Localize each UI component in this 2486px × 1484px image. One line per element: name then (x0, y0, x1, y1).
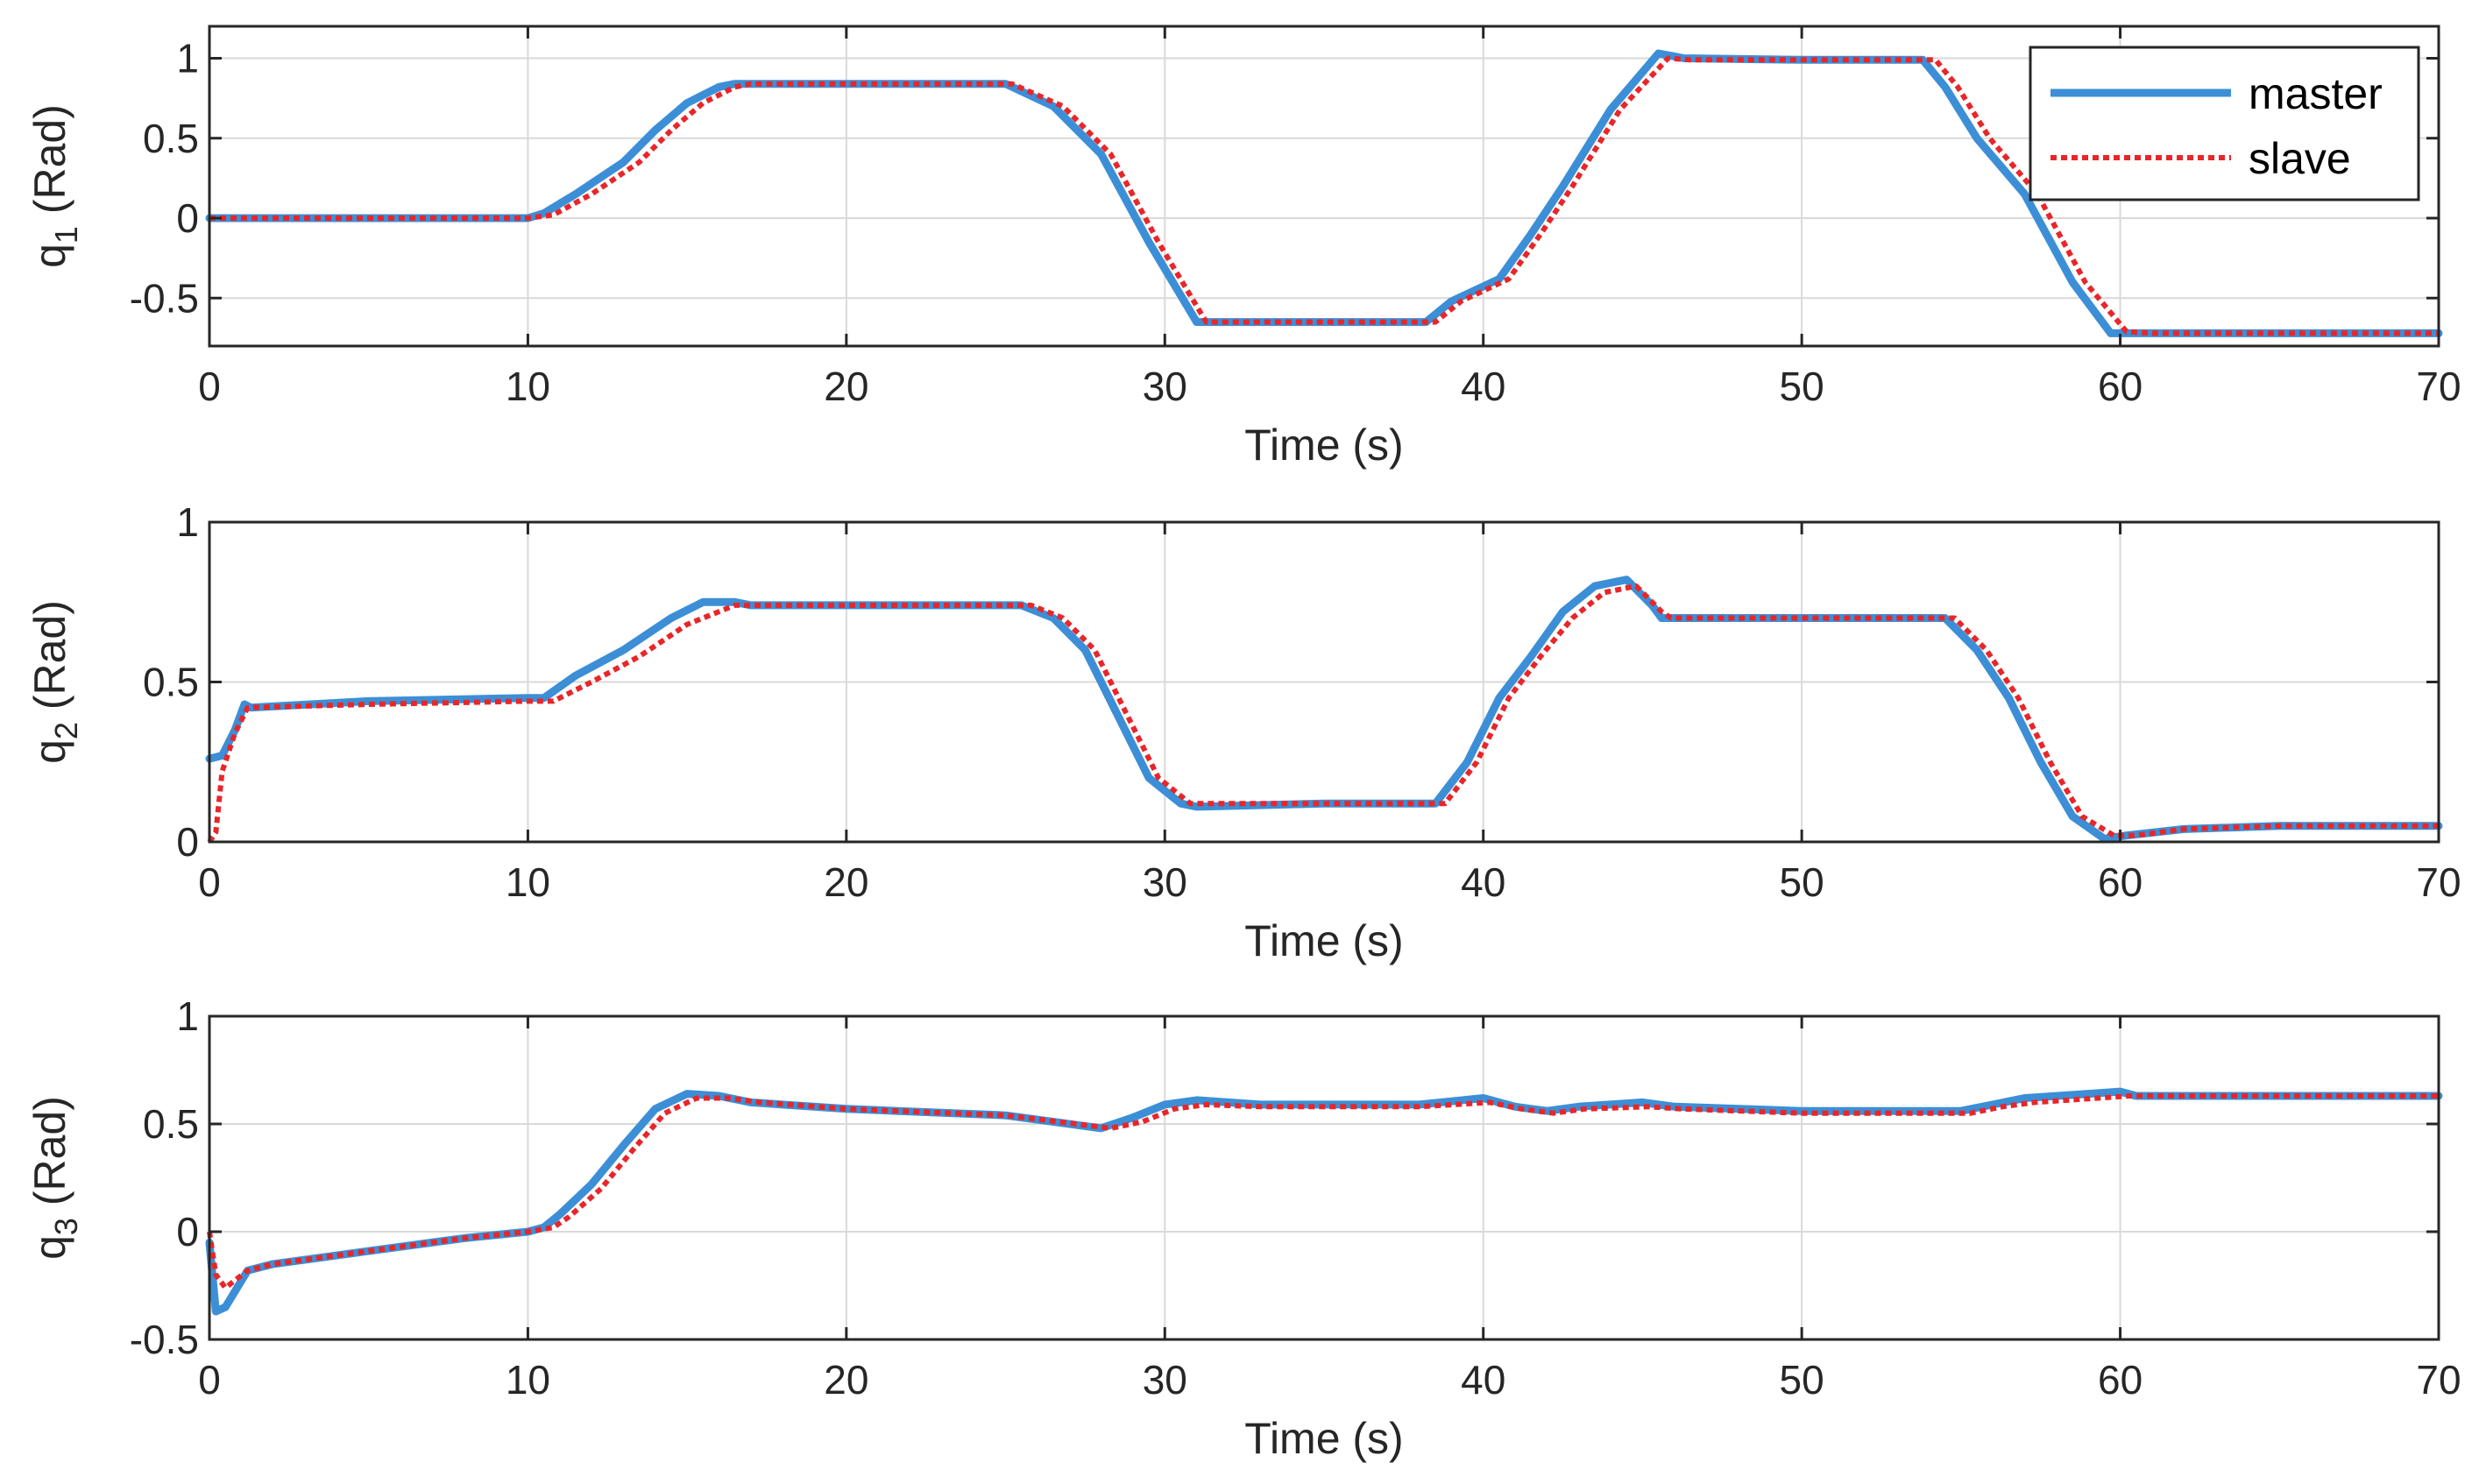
y-label-base: q (25, 739, 74, 764)
y-tick-label: 0.5 (143, 1101, 199, 1147)
y-tick-label: 1 (176, 993, 199, 1039)
x-tick-label: 20 (824, 1357, 868, 1403)
y-tick-label: 0 (176, 819, 199, 865)
x-tick-label: 50 (1780, 364, 1824, 409)
legend-slave-label: slave (2249, 134, 2351, 183)
x-tick-label: 20 (824, 859, 868, 905)
y-tick-label: 0.5 (143, 116, 199, 161)
x-tick-label: 30 (1143, 1357, 1187, 1403)
x-tick-label: 60 (2098, 1357, 2142, 1403)
y-axis-label: q2 (Rad) (25, 600, 84, 764)
x-tick-label: 10 (506, 364, 550, 409)
legend-master-label: master (2249, 69, 2383, 118)
x-tick-label: 30 (1143, 859, 1187, 905)
y-label-base: q (25, 1235, 74, 1260)
legend: master slave (2029, 46, 2420, 201)
x-tick-label: 0 (198, 859, 221, 905)
y-label-unit: (Rad) (25, 1096, 74, 1218)
legend-box (2029, 46, 2420, 201)
x-tick-label: 70 (2416, 364, 2461, 409)
y-label-subscript: 2 (48, 722, 84, 739)
x-tick-label: 0 (198, 364, 221, 409)
y-tick-label: 0.5 (143, 660, 199, 705)
x-tick-label: 50 (1780, 1357, 1824, 1403)
series-slave (209, 55, 2439, 336)
y-label-unit: (Rad) (25, 104, 74, 226)
y-tick-label: 1 (176, 499, 199, 545)
y-tick-label: 1 (176, 36, 199, 81)
x-tick-label: 70 (2416, 859, 2461, 905)
subplot-q2: 0 10 20 30 40 50 60 70 0 0.5 1 Time (s) q2 (Rad) (25, 499, 2461, 965)
y-axis-label: q3 (Rad) (25, 1096, 84, 1260)
y-tick-label: 0 (176, 1209, 199, 1254)
x-tick-label: 70 (2416, 1357, 2461, 1403)
y-tick-label: -0.5 (130, 1317, 199, 1362)
series-master (205, 576, 2443, 843)
x-tick-label: 40 (1461, 859, 1505, 905)
x-axis-label: Time (s) (1244, 916, 1403, 965)
y-tick-label: -0.5 (130, 275, 199, 321)
x-tick-label: 50 (1780, 859, 1824, 905)
y-label-subscript: 3 (48, 1218, 84, 1235)
x-tick-label: 60 (2098, 364, 2142, 409)
y-label-unit: (Rad) (25, 600, 74, 722)
axes-box (208, 1014, 2440, 1341)
series-slave (207, 1093, 2439, 1290)
x-tick-label: 10 (506, 859, 550, 905)
x-axis-label: Time (s) (1244, 420, 1403, 470)
y-label-subscript: 1 (48, 226, 84, 244)
y-axis-label: q1 (Rad) (25, 104, 84, 268)
x-axis-label: Time (s) (1244, 1414, 1403, 1463)
axes-box (208, 25, 2440, 348)
x-tick-label: 10 (506, 1357, 550, 1403)
y-label-base: q (25, 244, 74, 268)
x-tick-label: 40 (1461, 1357, 1505, 1403)
x-tick-label: 60 (2098, 859, 2142, 905)
x-tick-label: 30 (1143, 364, 1187, 409)
x-tick-label: 20 (824, 364, 868, 409)
series-slave (207, 583, 2439, 844)
y-tick-label: 0 (176, 195, 199, 241)
plot-area (209, 1016, 2439, 1339)
x-tick-label: 40 (1461, 364, 1505, 409)
x-tick-label: 0 (198, 1357, 221, 1403)
